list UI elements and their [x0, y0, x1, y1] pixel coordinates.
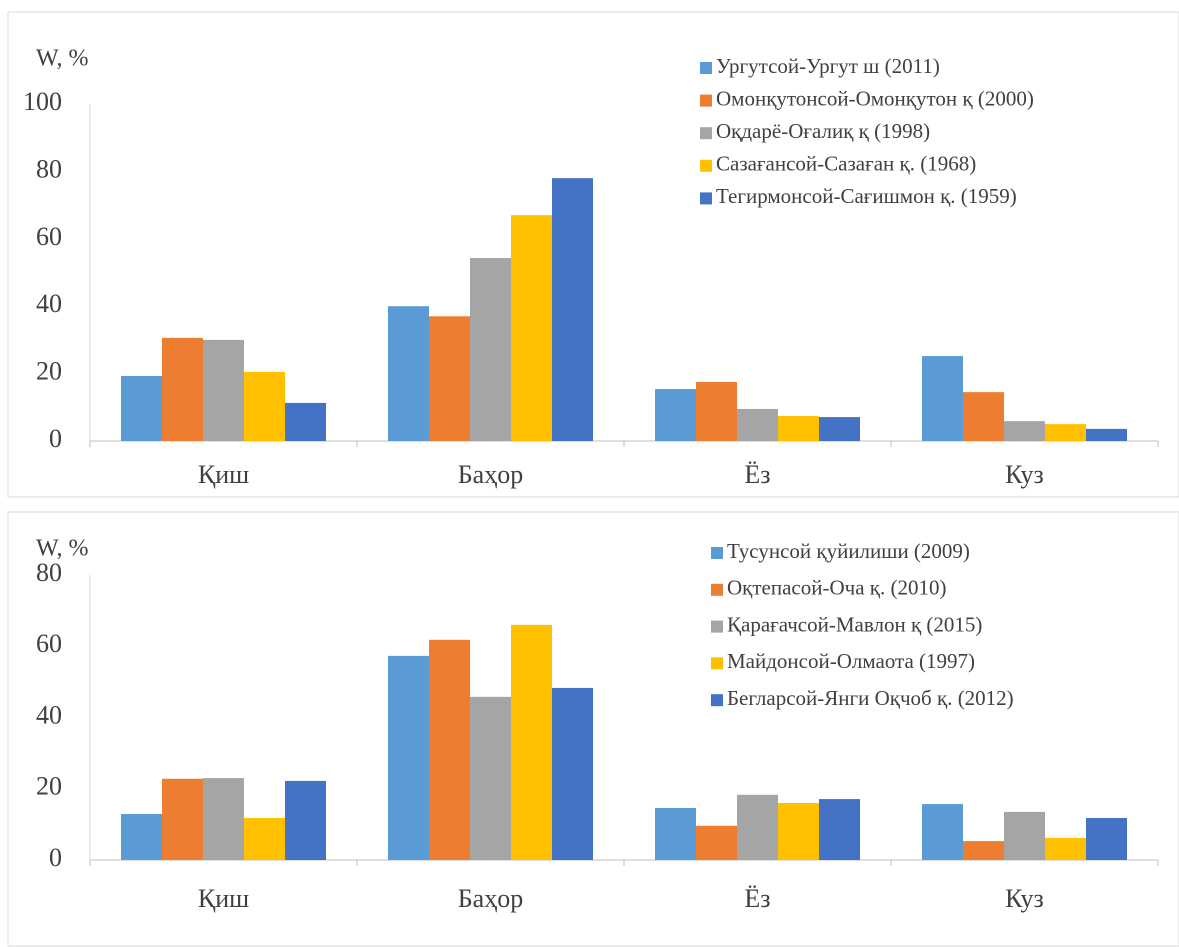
- y-tick-label: 40: [36, 289, 62, 318]
- legend-label: Ургутсой-Ургут ш (2011): [716, 54, 940, 78]
- bar: [285, 780, 326, 860]
- x-tick-label: Ёз: [744, 460, 770, 489]
- x-tick-label: Қиш: [198, 884, 249, 913]
- bar: [655, 807, 696, 860]
- legend-swatch: [700, 94, 712, 107]
- bar: [552, 178, 593, 441]
- bar: [511, 624, 552, 860]
- x-tick-label: Куз: [1005, 884, 1044, 913]
- bar: [1045, 837, 1086, 860]
- bar: [696, 382, 737, 441]
- bar: [737, 794, 778, 860]
- bar: [470, 258, 511, 441]
- y-tick-label: 0: [49, 424, 62, 453]
- legend-swatch: [711, 583, 723, 596]
- bar: [737, 408, 778, 441]
- legend-swatch: [711, 620, 723, 633]
- bar: [778, 803, 819, 860]
- legend-label: Бегларсой-Янги Оқчоб қ. (2012): [727, 686, 1014, 710]
- bar: [819, 799, 860, 860]
- bar: [963, 841, 1004, 860]
- bar: [244, 371, 285, 441]
- bar: [696, 825, 737, 860]
- x-tick-label: Куз: [1005, 460, 1044, 489]
- y-tick-label: 80: [36, 154, 62, 183]
- chart-frame: [7, 511, 1179, 947]
- y-tick-label: 20: [36, 357, 62, 386]
- bar: [388, 655, 429, 860]
- x-tick-label: Қиш: [198, 460, 249, 489]
- bar: [963, 392, 1004, 441]
- bar: [121, 375, 162, 441]
- legend-label: Сазағансой-Сазаған қ. (1968): [716, 152, 976, 176]
- bar: [203, 339, 244, 441]
- bar: [285, 402, 326, 441]
- bar: [1045, 424, 1086, 441]
- bar: [922, 356, 963, 441]
- legend-swatch: [711, 694, 723, 707]
- bar: [1086, 428, 1127, 441]
- legend-swatch: [711, 547, 723, 559]
- legend-swatch: [700, 192, 712, 205]
- legend-label: Майдонсой-Олмаота (1997): [727, 649, 975, 673]
- bar: [244, 817, 285, 860]
- x-tick-label: Ёз: [744, 884, 770, 913]
- y-axis-label: W, %: [36, 536, 88, 562]
- legend-swatch: [700, 62, 712, 74]
- legend-label: Оқтепасой-Оча қ. (2010): [727, 576, 946, 600]
- bar: [121, 814, 162, 860]
- legend-label: Омонқутонсой-Омонқутон қ (2000): [716, 86, 1034, 110]
- y-tick-label: 20: [36, 772, 62, 801]
- y-tick-label: 80: [36, 558, 62, 587]
- bar: [203, 778, 244, 860]
- bar: [1004, 811, 1045, 860]
- legend-swatch: [700, 159, 712, 172]
- y-tick-label: 40: [36, 700, 62, 729]
- bar: [470, 696, 511, 860]
- bar: [162, 778, 203, 860]
- y-tick-label: 0: [49, 843, 62, 872]
- legend-swatch: [700, 127, 712, 140]
- x-tick-label: Баҳор: [458, 884, 523, 913]
- legend-label: Тусунсой қуйилиши (2009): [727, 539, 970, 563]
- bar: [922, 804, 963, 860]
- bar: [819, 417, 860, 441]
- y-tick-label: 60: [36, 222, 62, 251]
- bar: [388, 306, 429, 441]
- legend-label: Тегирмонсой-Сағишмон қ. (1959): [716, 184, 1017, 208]
- bar: [162, 337, 203, 441]
- y-tick-label: 60: [36, 629, 62, 658]
- bar: [511, 215, 552, 441]
- bar: [429, 639, 470, 860]
- legend-swatch: [711, 657, 723, 670]
- bar: [778, 416, 819, 441]
- x-tick-label: Баҳор: [458, 460, 523, 489]
- y-axis-label: W, %: [36, 46, 88, 72]
- bar: [655, 389, 696, 441]
- bar: [552, 687, 593, 860]
- legend-label: Қарағачсой-Мавлон қ (2015): [727, 612, 982, 636]
- bar: [429, 316, 470, 441]
- legend-label: Оқдарё-Оғалиқ қ (1998): [716, 119, 930, 143]
- bar: [1086, 817, 1127, 860]
- bar: [1004, 421, 1045, 441]
- y-tick-label: 100: [23, 87, 62, 116]
